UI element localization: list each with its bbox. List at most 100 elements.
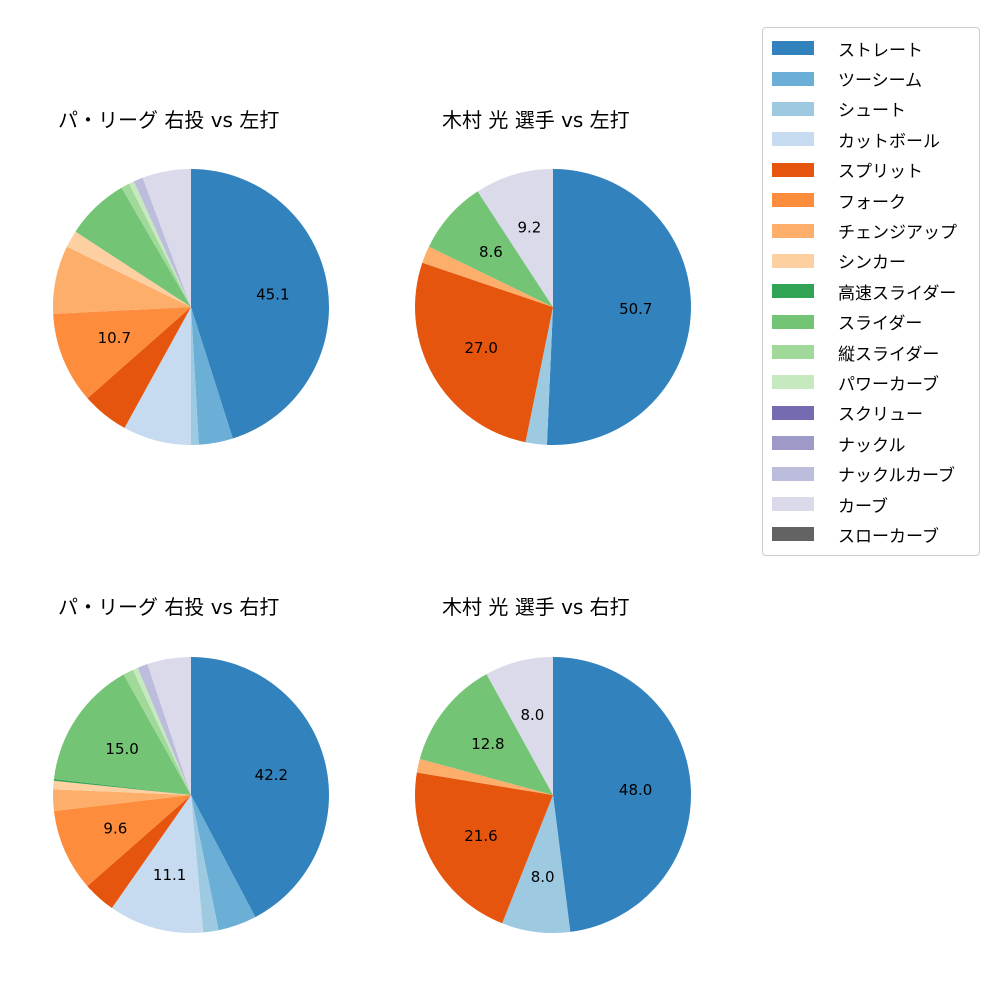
chart-title-1: パ・リーグ 右投 vs 左打 — [58, 108, 280, 132]
legend-label: チェンジアップ — [838, 223, 957, 244]
pie-slice — [53, 780, 191, 795]
pie-slice — [142, 169, 191, 307]
legend-label: シンカー — [838, 253, 906, 274]
legend-item: ストレート — [763, 33, 979, 63]
legend-item: ナックル — [763, 428, 979, 458]
pie-slice — [124, 307, 191, 445]
slice-value-label: 8.6 — [479, 243, 503, 261]
pie-slice — [129, 181, 191, 307]
slice-value-label: 10.7 — [98, 329, 131, 347]
pie-slice — [525, 307, 553, 445]
pie-slice — [121, 183, 191, 307]
legend-item: チェンジアップ — [763, 215, 979, 245]
legend-swatch — [772, 405, 814, 420]
legend-swatch — [772, 193, 814, 208]
legend-item: スクリュー — [763, 398, 979, 428]
legend-swatch — [772, 527, 814, 542]
pie-slice — [53, 307, 191, 399]
pie-slice — [53, 778, 191, 795]
legend-label: シュート — [838, 101, 906, 122]
legend-item: パワーカーブ — [763, 367, 979, 397]
legend-swatch — [772, 223, 814, 238]
legend-swatch — [772, 314, 814, 329]
legend-item: ナックルカーブ — [763, 458, 979, 488]
legend-swatch — [772, 132, 814, 147]
legend-swatch — [772, 41, 814, 56]
legend-label: パワーカーブ — [838, 374, 939, 395]
pie-slice — [53, 674, 192, 795]
slice-value-label: 12.8 — [471, 735, 504, 753]
legend-swatch — [772, 71, 814, 86]
slice-value-label: 15.0 — [105, 740, 138, 758]
pie-slice — [416, 759, 553, 795]
legend-label: フォーク — [838, 192, 906, 213]
legend-label: スプリット — [838, 162, 923, 183]
legend-label: スクリュー — [838, 405, 923, 426]
pie-slice — [137, 664, 191, 795]
pie-slice — [428, 191, 553, 307]
legend-swatch — [772, 101, 814, 116]
legend-swatch — [772, 375, 814, 390]
pie-slice — [132, 667, 191, 795]
legend-item: スライダー — [763, 307, 979, 337]
pie-slice — [191, 169, 329, 439]
pie-slice — [191, 307, 233, 445]
legend-item: 縦スライダー — [763, 337, 979, 367]
pie-slice — [75, 187, 191, 307]
chart-title-2: 木村 光 選手 vs 左打 — [442, 108, 630, 132]
legend-item: 高速スライダー — [763, 276, 979, 306]
legend-swatch — [772, 253, 814, 268]
legend-item: ツーシーム — [763, 63, 979, 93]
chart-title-4: 木村 光 選手 vs 右打 — [442, 595, 630, 619]
pie-slice — [53, 246, 192, 314]
pie-slice — [191, 795, 256, 931]
pie-slice — [419, 674, 553, 795]
legend-item: カットボール — [763, 124, 979, 154]
legend-swatch — [772, 436, 814, 451]
pie-slice — [553, 657, 691, 932]
pie-slice — [415, 262, 553, 443]
slice-value-label: 8.0 — [531, 868, 555, 886]
pie-slice — [87, 795, 191, 909]
legend-swatch — [772, 345, 814, 360]
pie-slice — [147, 657, 191, 795]
legend-label: スライダー — [838, 314, 923, 335]
slice-value-label: 21.6 — [464, 827, 497, 845]
pie-slice — [414, 772, 553, 924]
pie-slice — [53, 795, 192, 887]
pie-slice — [502, 795, 571, 933]
legend-item: シュート — [763, 94, 979, 124]
legend-swatch — [772, 466, 814, 481]
legend-label: 縦スライダー — [838, 344, 940, 365]
legend-label: ツーシーム — [838, 71, 923, 92]
pie-slice — [111, 795, 204, 933]
pie-slice — [422, 246, 553, 307]
legend-swatch — [772, 284, 814, 299]
pie-slice — [53, 789, 191, 812]
legend-label: カーブ — [838, 496, 888, 517]
legend-label: ストレート — [838, 40, 923, 61]
pie-slice — [191, 307, 199, 445]
legend-label: カットボール — [838, 131, 940, 152]
legend-item: カーブ — [763, 489, 979, 519]
legend-item: フォーク — [763, 185, 979, 215]
slice-value-label: 9.2 — [517, 219, 541, 237]
legend: ストレートツーシームシュートカットボール スプリットフォークチェンジアップ シンカー… — [762, 27, 980, 556]
slice-value-label: 42.2 — [255, 766, 288, 784]
slice-value-label: 45.1 — [256, 285, 289, 303]
chart-title-3: パ・リーグ 右投 vs 右打 — [58, 595, 280, 619]
pie-slice — [486, 657, 553, 795]
pie-slice — [133, 177, 191, 307]
legend-swatch — [772, 497, 814, 512]
pie-slice — [546, 169, 691, 445]
legend-label: 高速スライダー — [838, 283, 957, 304]
pie-slice — [66, 231, 191, 307]
pie-slice — [191, 657, 329, 918]
pie-slice — [87, 307, 191, 428]
pie-slice — [123, 669, 191, 795]
slice-value-label: 48.0 — [619, 781, 652, 799]
